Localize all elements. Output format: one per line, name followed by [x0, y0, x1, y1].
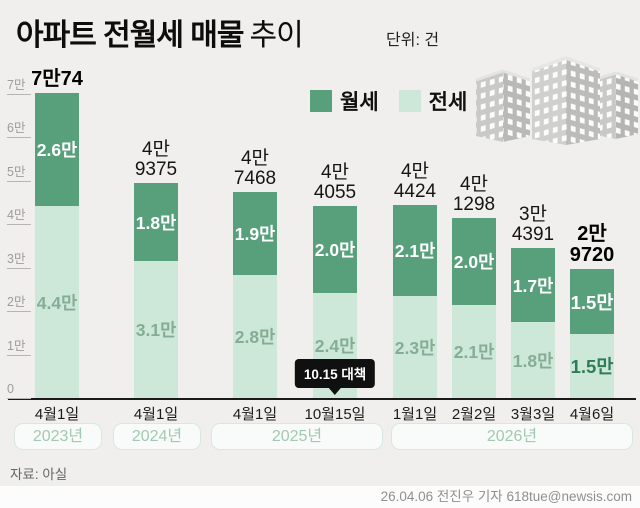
wolse-segment: 2.0만 [313, 206, 357, 293]
y-axis-tick: 1만 [7, 338, 31, 356]
policy-callout: 10.15 대책 [294, 359, 376, 395]
jeonse-segment: 4.4만 [35, 206, 79, 398]
date-label: 4월6일 [569, 406, 615, 423]
wolse-value-label: 2.0만 [314, 240, 356, 260]
bar-stack: 1.8만 3.1만 [134, 183, 178, 398]
callout-pointer-icon [329, 388, 341, 395]
jeonse-value-label: 4.4만 [36, 292, 78, 313]
bar-stack: 2.0만 2.1만 [452, 218, 496, 398]
bar-stack: 2.1만 2.3만 [393, 205, 437, 398]
jeonse-value-label: 1.5만 [570, 356, 614, 377]
total-value-label: 4만 9375 [134, 139, 178, 180]
total-value-label: 4만 7468 [233, 148, 277, 189]
jeonse-value-label: 2.3만 [394, 337, 436, 358]
jeonse-segment: 1.8만 [511, 322, 555, 398]
legend-label-wolse: 월세 [340, 91, 379, 114]
date-label: 4월1일 [133, 406, 179, 423]
wolse-segment: 1.9만 [233, 192, 277, 275]
bar-stack: 1.9만 2.8만 [233, 192, 277, 398]
jeonse-segment: 2.8만 [233, 275, 277, 398]
y-axis-tick: 2만 [7, 294, 31, 312]
jeonse-value-label: 3.1만 [135, 320, 177, 340]
wolse-value-label: 1.8만 [135, 212, 177, 233]
wolse-value-label: 2.0만 [453, 252, 495, 272]
page-title-sub: 추이 [249, 19, 303, 52]
jeonse-segment: 3.1만 [134, 261, 178, 398]
year-group-badge: 2026년 [391, 423, 633, 450]
page-title: 아파트 전월세 매물 추이 [16, 10, 304, 54]
bar-stack: 2.6만 4.4만 [35, 93, 79, 398]
jeonse-value-label: 2.4만 [314, 336, 356, 356]
y-axis-tick: 3만 [7, 251, 31, 269]
date-label: 3월3일 [510, 406, 556, 423]
total-value-label: 4만 4055 [313, 162, 357, 203]
total-value-label: 4만 4424 [393, 161, 437, 202]
apartment-buildings-icon [475, 56, 639, 145]
wolse-value-label: 1.7만 [512, 275, 554, 296]
wolse-segment: 2.1만 [393, 205, 437, 296]
wolse-segment: 1.5만 [570, 269, 614, 334]
legend-item-wolse: 월세 [310, 86, 379, 116]
year-group-badge: 2025년 [211, 423, 383, 450]
wolse-segment: 1.7만 [511, 248, 555, 322]
byline-bar: 26.04.06 전진우 기자 618tue@newsis.com [0, 486, 640, 508]
legend-swatch-wolse [310, 90, 332, 112]
year-group-badge: 2023년 [14, 423, 102, 450]
jeonse-value-label: 1.8만 [512, 350, 554, 371]
legend-swatch-jeonse [398, 90, 421, 112]
legend-label-jeonse: 전세 [428, 91, 468, 114]
date-label: 2월2일 [451, 406, 497, 423]
wolse-value-label: 2.1만 [394, 241, 436, 261]
y-axis-tick: 0 [7, 381, 31, 399]
wolse-segment: 1.8만 [134, 183, 178, 261]
bar-stack: 1.7만 1.8만 [511, 248, 555, 398]
y-axis-tick: 4만 [7, 207, 31, 225]
wolse-value-label: 2.6만 [36, 140, 78, 160]
date-label: 4월1일 [34, 406, 80, 423]
jeonse-segment: 2.3만 [393, 296, 437, 398]
jeonse-segment: 2.1만 [452, 305, 496, 398]
legend: 월세 전세 [310, 86, 467, 116]
bar-stack: 1.5만 1.5만 [570, 269, 614, 398]
year-group-badge: 2024년 [113, 423, 201, 450]
byline-credit: 26.04.06 전진우 기자 618tue@newsis.com [380, 489, 632, 504]
policy-callout-text: 10.15 대책 [303, 367, 367, 382]
unit-label: 단위: 건 [386, 32, 440, 49]
legend-item-jeonse: 전세 [398, 86, 468, 116]
page-title-main: 아파트 전월세 매물 [16, 19, 244, 52]
wolse-segment: 2.6만 [35, 93, 79, 206]
y-axis-tick: 5만 [7, 164, 31, 182]
wolse-segment: 2.0만 [452, 218, 496, 305]
jeonse-value-label: 2.1만 [453, 342, 495, 362]
total-value-label: 4만 1298 [452, 174, 496, 215]
y-axis-tick: 7만 [7, 77, 31, 95]
jeonse-segment: 1.5만 [570, 334, 614, 398]
total-value-label: 3만 4391 [511, 204, 555, 245]
source-label: 자료: 아실 [10, 467, 68, 482]
date-label: 10월15일 [304, 406, 366, 423]
jeonse-value-label: 2.8만 [234, 327, 276, 347]
x-axis-line [8, 398, 636, 400]
date-label: 4월1일 [232, 406, 278, 423]
total-value-label: 7만74 [31, 68, 83, 90]
date-label: 1월1일 [392, 406, 438, 423]
wolse-value-label: 1.9만 [234, 224, 276, 244]
total-value-label: 2만 9720 [569, 223, 615, 266]
y-axis-tick: 6만 [7, 120, 31, 138]
wolse-value-label: 1.5만 [570, 291, 614, 313]
